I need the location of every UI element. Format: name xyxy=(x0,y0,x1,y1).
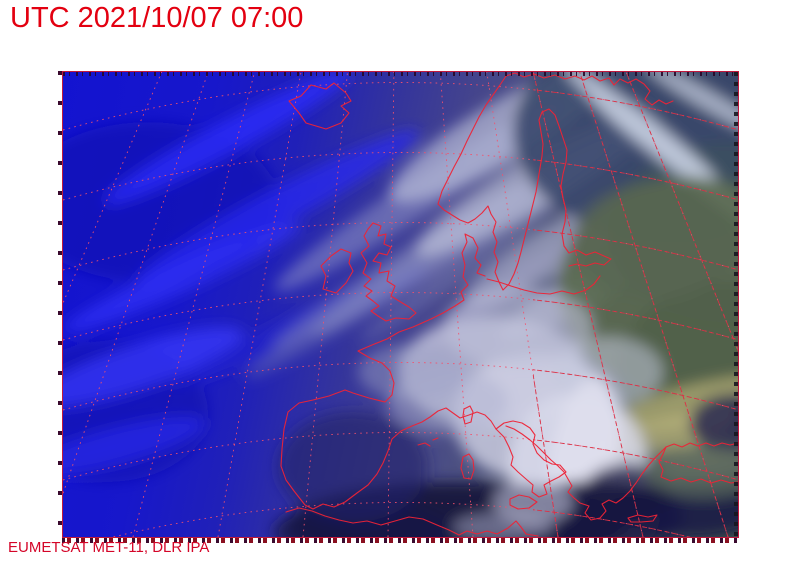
night-cloud-streak xyxy=(63,327,243,407)
twilight-cloud-streak xyxy=(245,225,481,379)
graticule-line xyxy=(533,89,738,131)
central-cloud-mass xyxy=(358,344,468,400)
graticule-line xyxy=(533,369,738,411)
night-cloud-streak xyxy=(104,72,352,205)
night-cloud-streak xyxy=(64,222,302,332)
imagery-layer xyxy=(63,72,738,537)
coastline-layer xyxy=(280,72,738,537)
satellite-image-frame xyxy=(62,71,739,538)
coastline-denmark xyxy=(430,233,486,320)
graticule-line xyxy=(533,299,738,341)
coastline-turkey-west-south xyxy=(658,446,738,484)
coastline-crete xyxy=(627,514,658,523)
coastline-italy xyxy=(495,420,567,498)
coastline-sicily xyxy=(509,494,538,510)
graticule-layer xyxy=(63,72,738,537)
longitude-ticks-right xyxy=(734,72,738,537)
coastline-arctic-norway xyxy=(505,72,674,106)
eastern-land-olive xyxy=(573,182,733,302)
coastline-balkans-greece xyxy=(505,425,738,521)
coastline-north-africa xyxy=(285,507,539,537)
anatolia-land xyxy=(643,446,738,498)
coastline-western-europe xyxy=(280,318,497,510)
graticule-line xyxy=(63,72,209,495)
graticule-line xyxy=(302,72,348,537)
coastline-balearics xyxy=(417,437,439,447)
coastline-sardinia xyxy=(460,453,475,480)
longitude-ticks-bottom xyxy=(62,538,739,543)
satellite-scene xyxy=(63,72,738,537)
night-cloud-streak xyxy=(136,130,420,284)
arctic-cloud-arc xyxy=(645,72,738,141)
night-cloud-streak xyxy=(63,416,205,478)
graticule-line xyxy=(533,159,738,201)
coastline-scandinavia xyxy=(437,75,612,291)
graticule-line xyxy=(533,72,644,537)
graticule-line xyxy=(579,72,729,537)
coastline-south-baltic xyxy=(486,275,601,295)
coastline-iceland xyxy=(288,82,352,130)
coastline-ireland xyxy=(320,248,354,294)
black-sea-dark xyxy=(690,394,738,454)
timestamp-label: UTC 2021/10/07 07:00 xyxy=(10,2,304,34)
graticule-line xyxy=(625,72,738,352)
sicily-channel-cloud xyxy=(453,513,553,537)
latitude-ticks-top xyxy=(63,72,738,76)
credit-label: EUMETSAT MET-11, DLR IPA xyxy=(8,539,210,556)
central-cloud-mass xyxy=(443,287,593,367)
iberia-dim-land xyxy=(278,412,428,522)
graticule-line xyxy=(533,229,738,271)
coastline-great-britain xyxy=(360,222,417,322)
graticule-line xyxy=(387,72,395,537)
graticule-line xyxy=(533,370,559,537)
coastline-corsica xyxy=(462,405,474,425)
graticule-line xyxy=(533,439,738,481)
tyrrhenian-cloud xyxy=(493,480,573,524)
graticule-line xyxy=(132,72,256,537)
graticule-line xyxy=(533,509,691,537)
latitude-ticks-left xyxy=(58,71,62,537)
